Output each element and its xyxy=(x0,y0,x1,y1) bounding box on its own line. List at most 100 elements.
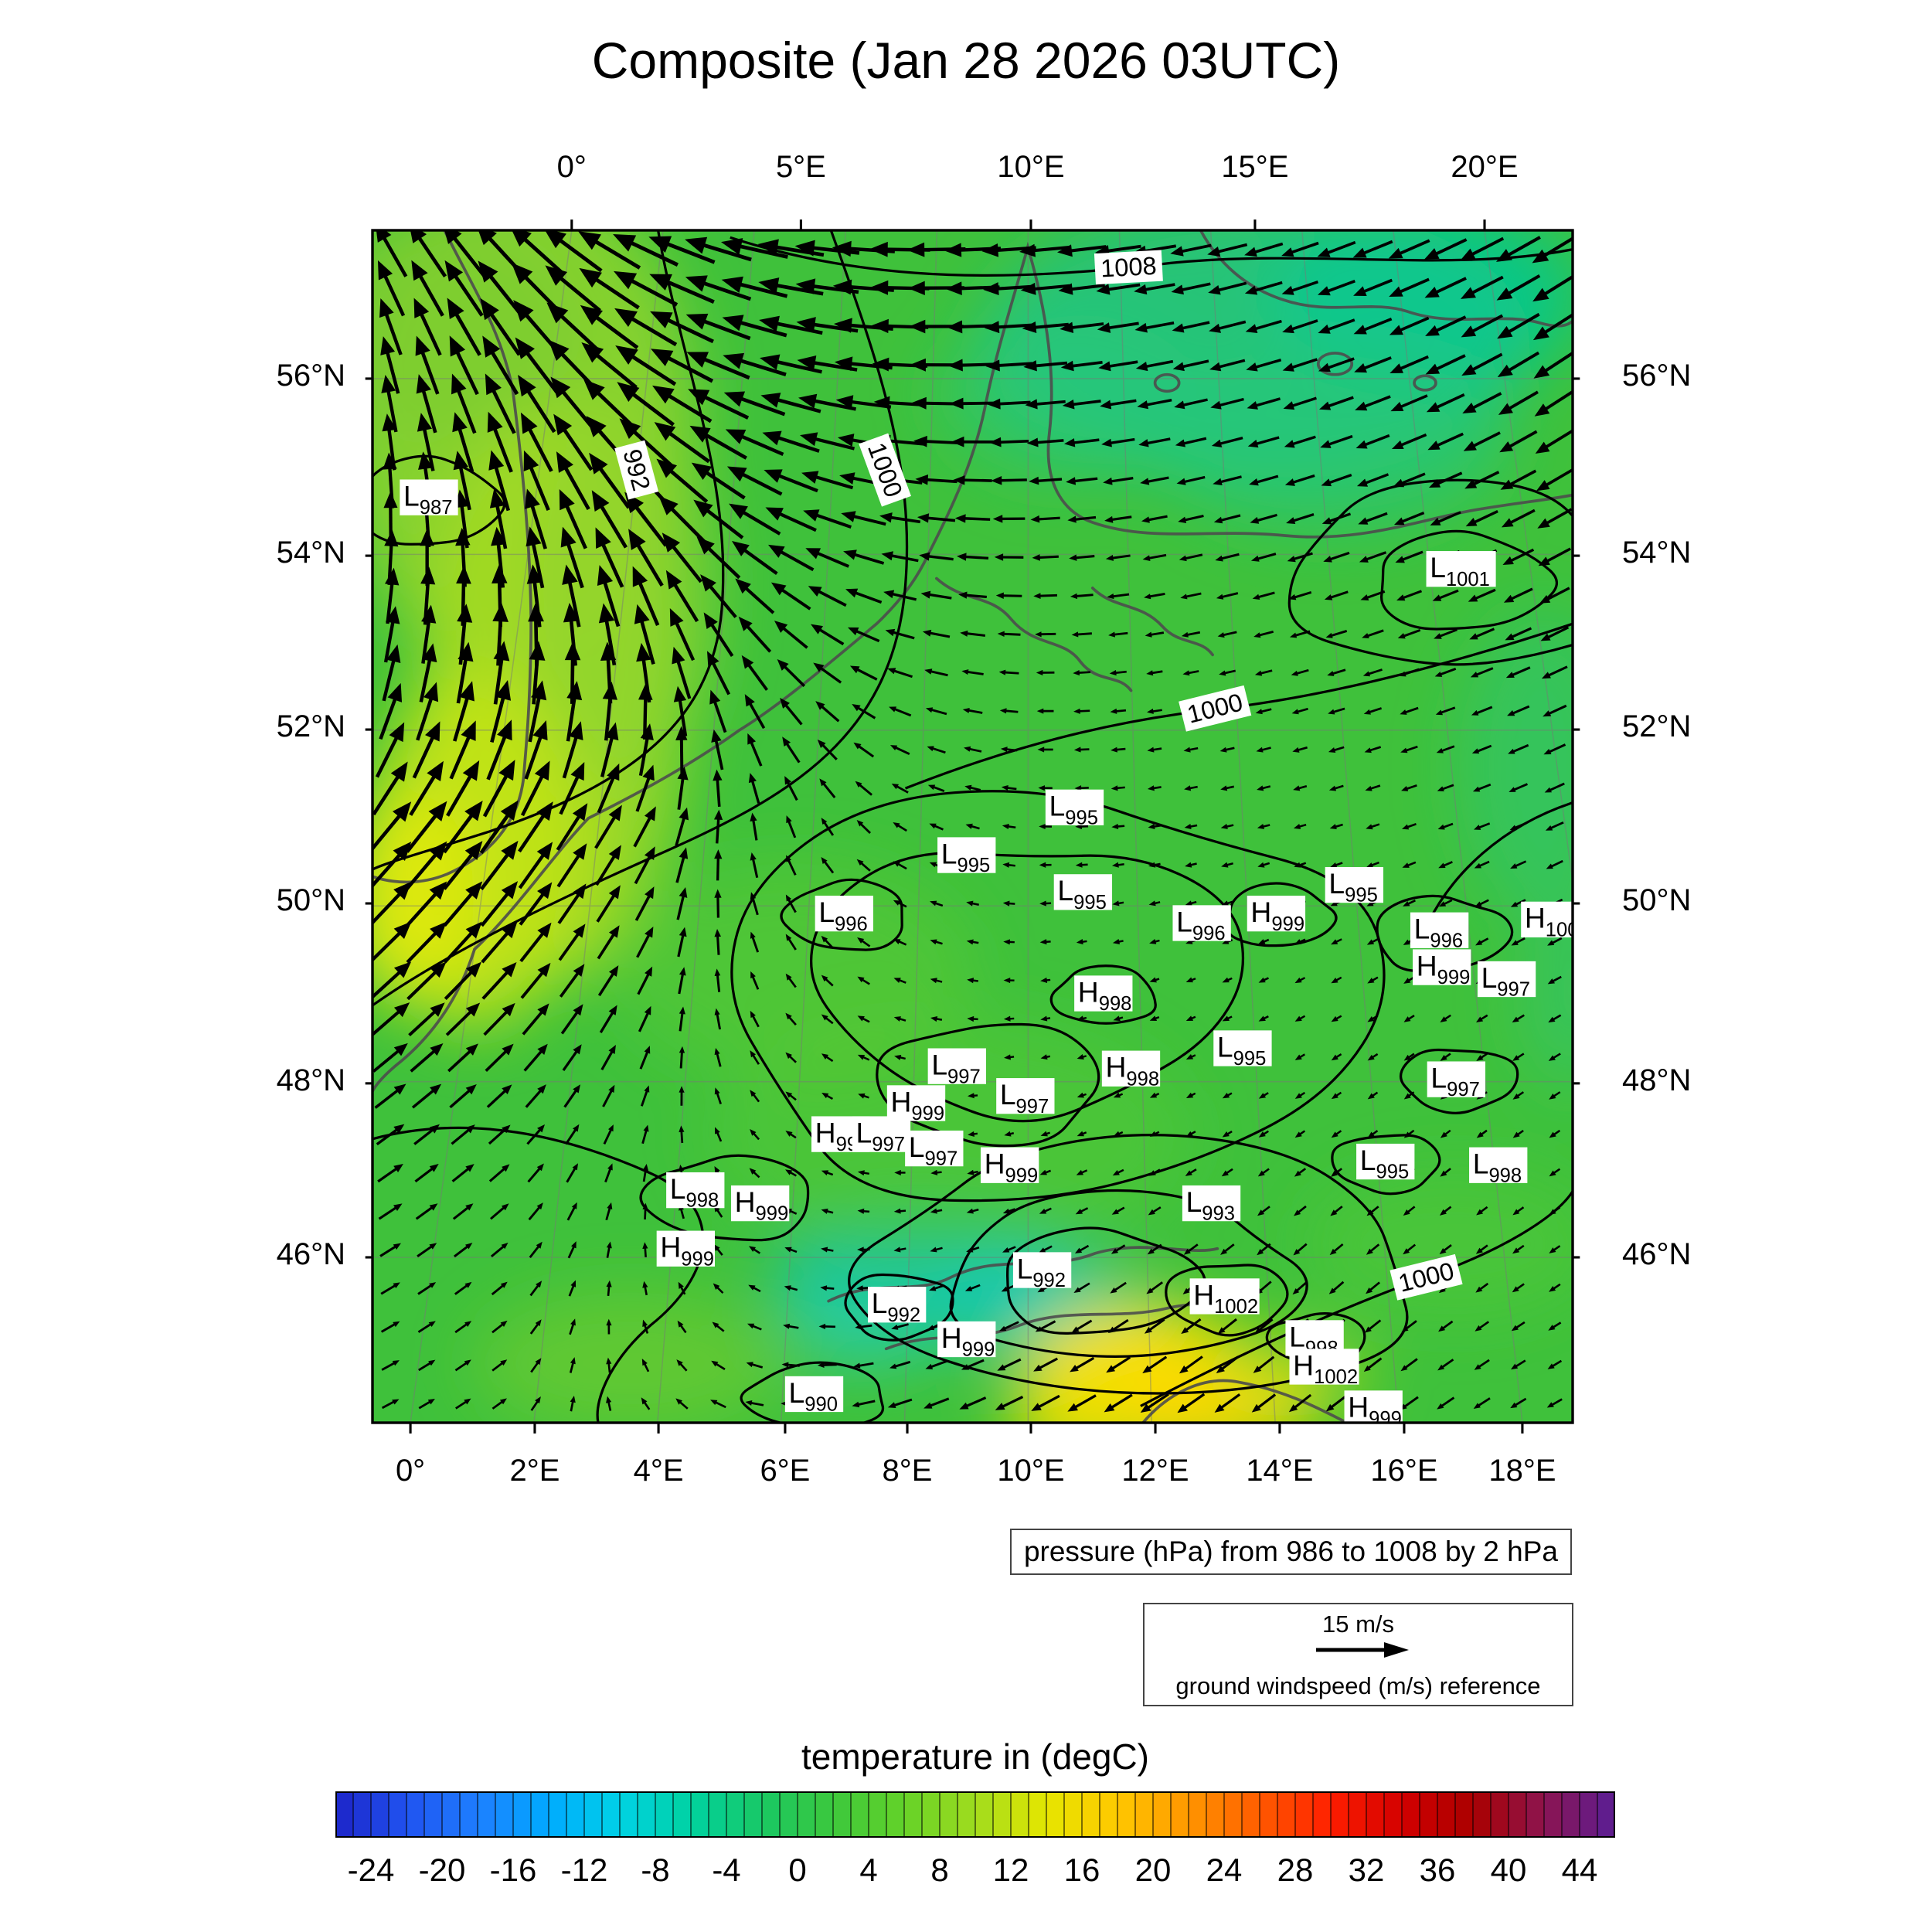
colorbar-cell xyxy=(1063,1791,1083,1838)
colorbar-cell xyxy=(761,1791,781,1838)
colorbar-cell xyxy=(868,1791,887,1838)
figure-title: Composite (Jan 28 2026 03UTC) xyxy=(591,32,1341,89)
axis-tick-label-top: 0° xyxy=(556,150,587,184)
pressure-center-label-L992: L992 xyxy=(868,1287,927,1326)
svg-text:H999: H999 xyxy=(891,1085,945,1124)
colorbar-cell xyxy=(1597,1791,1615,1838)
colorbar-cell xyxy=(1099,1791,1118,1838)
colorbar-cell xyxy=(1312,1791,1332,1838)
colorbar-cell xyxy=(1081,1791,1100,1838)
colorbar-cell xyxy=(886,1791,905,1838)
svg-text:H999: H999 xyxy=(1348,1390,1402,1430)
pressure-center-label-H999: H999 xyxy=(937,1321,996,1361)
axis-tick-label-right: 48°N xyxy=(1622,1063,1692,1097)
colorbar-cell xyxy=(815,1791,834,1838)
svg-text:L992: L992 xyxy=(1017,1252,1066,1291)
colorbar-cell xyxy=(423,1791,443,1838)
svg-text:L997: L997 xyxy=(1430,1062,1479,1101)
colorbar-title: temperature in (degC) xyxy=(801,1736,1149,1777)
svg-text:H1002: H1002 xyxy=(1293,1349,1358,1388)
pressure-caption-text: pressure (hPa) from 986 to 1008 by 2 hPa xyxy=(1023,1536,1558,1567)
colorbar-cell xyxy=(1454,1791,1474,1838)
colorbar-tick-label: -20 xyxy=(418,1852,466,1888)
pressure-center-label-L993: L993 xyxy=(1182,1185,1241,1225)
pressure-center-label-H999: H999 xyxy=(1413,949,1471,988)
svg-text:L996: L996 xyxy=(1176,905,1225,944)
colorbar-cell xyxy=(1046,1791,1065,1838)
colorbar-cell xyxy=(939,1791,958,1838)
axis-tick-label-right: 56°N xyxy=(1622,358,1692,393)
pressure-center-label-L995: L995 xyxy=(1213,1030,1272,1070)
axis-tick-label-bottom: 12°E xyxy=(1121,1454,1189,1488)
pressure-center-label-L997: L997 xyxy=(927,1048,986,1088)
colorbar-tick-label: 12 xyxy=(992,1852,1029,1888)
pressure-center-label-L995: L995 xyxy=(937,837,996,876)
wind-reference-caption: ground windspeed (m/s) reference xyxy=(1175,1672,1541,1699)
pressure-center-label-L992: L992 xyxy=(1012,1252,1072,1291)
colorbar-cell xyxy=(743,1791,763,1838)
colorbar-cell xyxy=(459,1791,478,1838)
axis-tick-label-bottom: 10°E xyxy=(997,1454,1065,1488)
pressure-center-label-L987: L987 xyxy=(400,479,458,519)
colorbar-tick-label: 20 xyxy=(1134,1852,1172,1888)
svg-text:L997: L997 xyxy=(1481,961,1530,1001)
wind-reference-speed-label: 15 m/s xyxy=(1321,1611,1395,1638)
colorbar-cell xyxy=(352,1791,372,1838)
colorbar-cell xyxy=(1223,1791,1243,1838)
colorbar-cell xyxy=(1401,1791,1420,1838)
colorbar-cell xyxy=(992,1791,1012,1838)
colorbar-cell xyxy=(726,1791,745,1838)
axis-tick-label-right: 50°N xyxy=(1622,883,1692,918)
svg-text:L987: L987 xyxy=(403,480,452,519)
colorbar-cell xyxy=(530,1791,549,1838)
colorbar-cell xyxy=(1294,1791,1314,1838)
colorbar-tick-label: 44 xyxy=(1561,1852,1598,1888)
axis-tick-label-right: 46°N xyxy=(1622,1236,1692,1271)
axis-tick-label-bottom: 16°E xyxy=(1370,1454,1438,1488)
colorbar-cell xyxy=(1117,1791,1136,1838)
axis-tick-label-left: 56°N xyxy=(276,358,345,393)
colorbar-cell xyxy=(1277,1791,1296,1838)
colorbar-cell xyxy=(690,1791,709,1838)
svg-text:L995: L995 xyxy=(1217,1030,1266,1070)
colorbar-cell xyxy=(672,1791,692,1838)
svg-text:L997: L997 xyxy=(931,1049,980,1088)
pressure-center-label-L995: L995 xyxy=(1325,866,1384,906)
colorbar-cell xyxy=(797,1791,816,1838)
colorbar-tick-label: 40 xyxy=(1490,1852,1527,1888)
axis-tick-label-bottom: 14°E xyxy=(1246,1454,1314,1488)
colorbar-cell xyxy=(370,1791,389,1838)
axis-tick-label-right: 54°N xyxy=(1622,536,1692,570)
colorbar-cell xyxy=(1028,1791,1047,1838)
colorbar-tick-label: 4 xyxy=(859,1852,878,1888)
pressure-center-label-H999: H999 xyxy=(1344,1390,1403,1430)
colorbar-tick-label: -8 xyxy=(641,1852,670,1888)
axis-tick-label-bottom: 2°E xyxy=(509,1454,560,1488)
wind-reference-arrow-head xyxy=(1383,1642,1409,1658)
svg-text:H998: H998 xyxy=(1105,1051,1159,1090)
svg-text:L995: L995 xyxy=(1360,1144,1409,1183)
pressure-center-label-L998: L998 xyxy=(666,1172,725,1212)
colorbar-tick-label: -4 xyxy=(712,1852,741,1888)
colorbar-cell xyxy=(1543,1791,1563,1838)
pressure-center-label-L996: L996 xyxy=(815,895,873,935)
colorbar-tick-label: 16 xyxy=(1063,1852,1100,1888)
colorbar-tick-label: 32 xyxy=(1348,1852,1385,1888)
colorbar-cell xyxy=(1437,1791,1456,1838)
axis-tick-label-top: 20°E xyxy=(1451,150,1519,184)
svg-text:L990: L990 xyxy=(789,1376,838,1416)
svg-text:L1001: L1001 xyxy=(1430,551,1490,590)
colorbar-tick-label: 36 xyxy=(1419,1852,1456,1888)
colorbar-tick-label: 0 xyxy=(788,1852,807,1888)
svg-text:L995: L995 xyxy=(1328,867,1377,906)
colorbar-cell xyxy=(441,1791,461,1838)
colorbar-cell xyxy=(1241,1791,1260,1838)
svg-text:H999: H999 xyxy=(985,1148,1039,1187)
colorbar-cell xyxy=(495,1791,514,1838)
pressure-center-label-L995: L995 xyxy=(1045,789,1104,828)
pressure-center-label-H999: H999 xyxy=(980,1147,1039,1187)
colorbar-cell xyxy=(655,1791,674,1838)
colorbar-tick-label: -16 xyxy=(489,1852,537,1888)
pressure-center-label-L998: L998 xyxy=(1469,1147,1528,1186)
